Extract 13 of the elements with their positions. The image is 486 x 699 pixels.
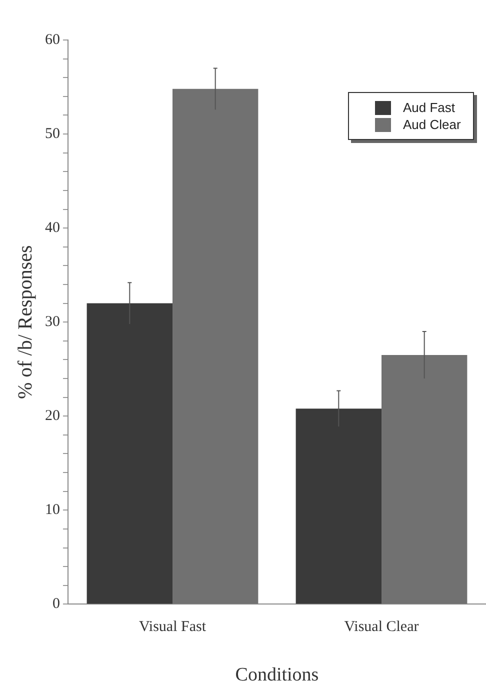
y-tick-label: 60 (45, 32, 60, 48)
y-axis-title: % of /b/ Responses (14, 244, 36, 400)
x-tick-label: Visual Clear (344, 619, 419, 636)
y-tick-label: 10 (45, 502, 60, 518)
y-tick-label: 40 (45, 220, 60, 236)
x-axis-title: Conditions (235, 664, 319, 686)
y-tick-label: 30 (45, 314, 60, 330)
y-tick-label: 20 (45, 408, 60, 424)
legend-label: Aud Clear (403, 117, 461, 132)
y-tick-label: 0 (52, 596, 60, 612)
y-tick-label: 50 (45, 126, 60, 142)
legend-label: Aud Fast (403, 100, 456, 115)
x-tick-label: Visual Fast (138, 619, 207, 636)
